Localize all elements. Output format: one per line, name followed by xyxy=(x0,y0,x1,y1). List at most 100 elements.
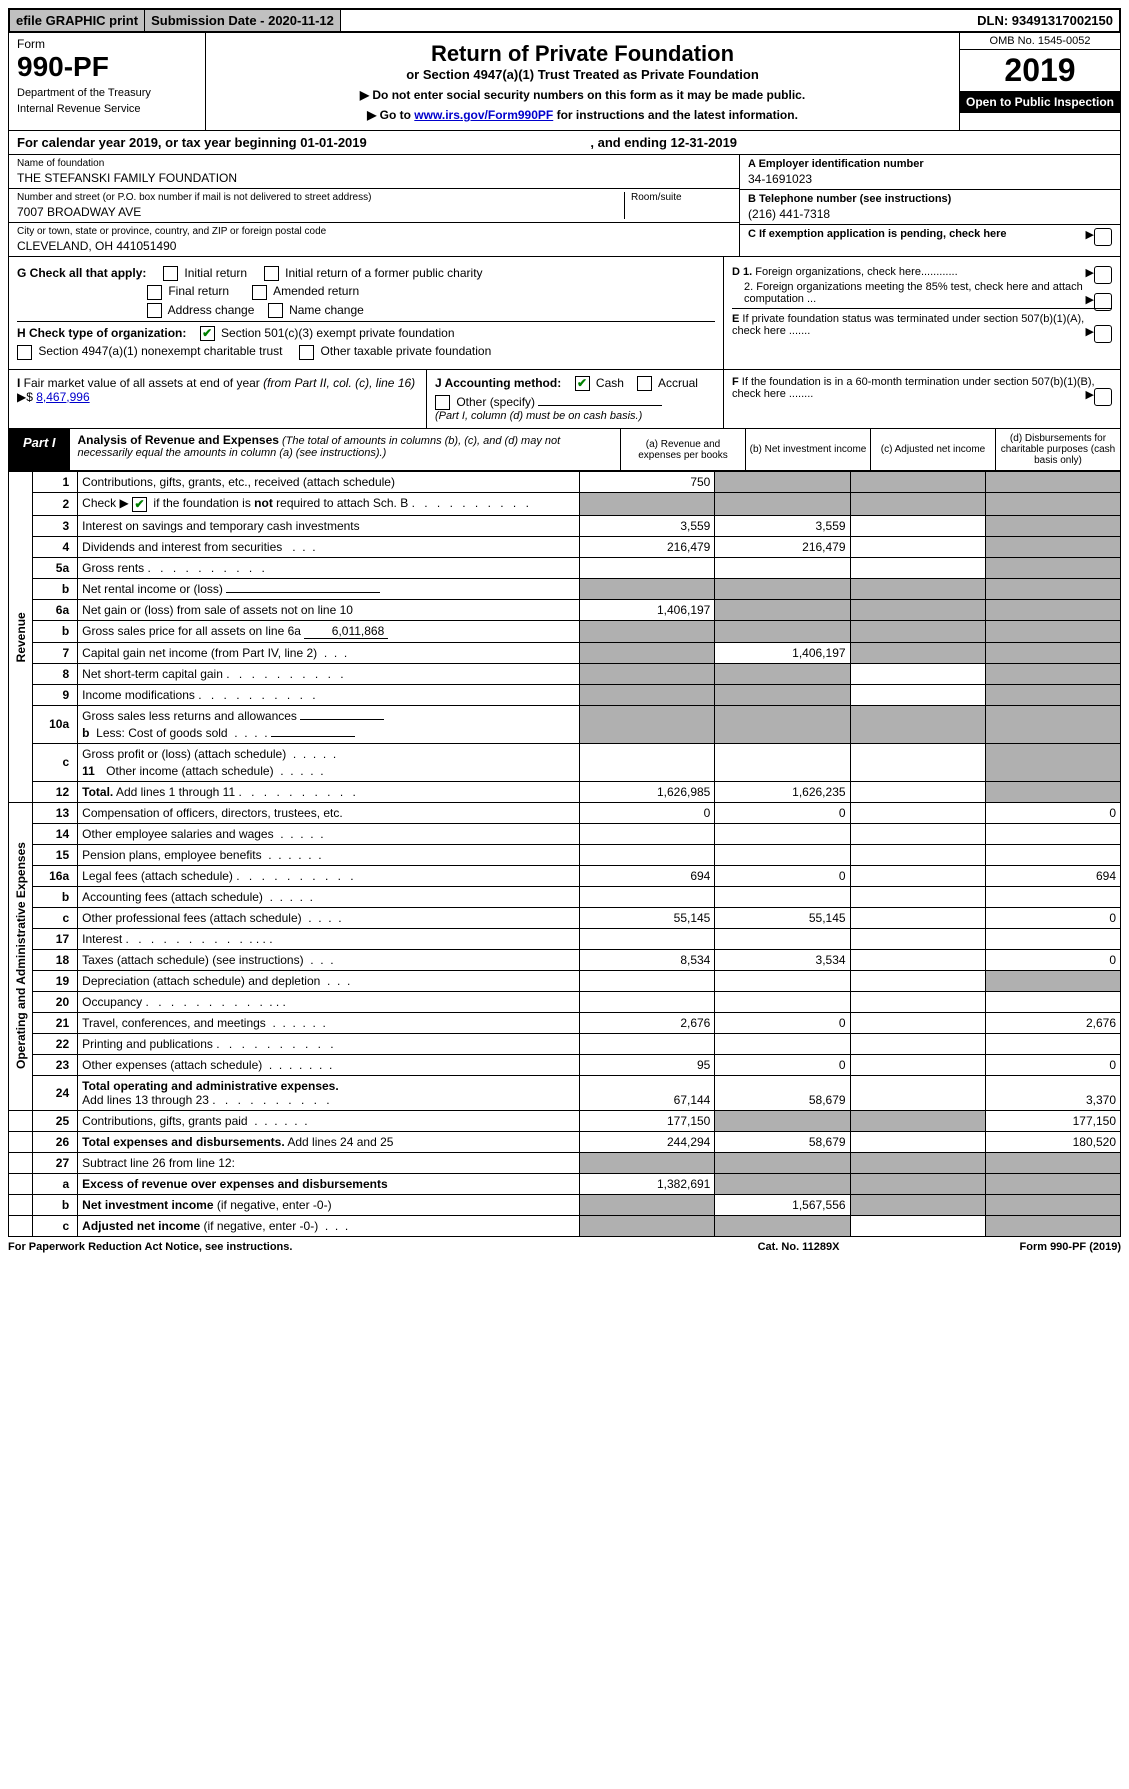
accrual-label: Accrual xyxy=(658,376,698,390)
line-num: 20 xyxy=(33,991,78,1012)
cal-begin: 01-01-2019 xyxy=(300,135,367,150)
line-desc: Gross sales less returns and allowances … xyxy=(78,705,580,743)
name-change-checkbox[interactable] xyxy=(268,303,283,318)
amt-a: 694 xyxy=(580,865,715,886)
h-label: H Check type of organization: xyxy=(17,326,186,340)
cash-checkbox[interactable]: ✔ xyxy=(575,376,590,391)
street-address: 7007 BROADWAY AVE xyxy=(17,205,624,219)
line-desc: Subtract line 26 from line 12: xyxy=(78,1152,580,1173)
accrual-checkbox[interactable] xyxy=(637,376,652,391)
part1-label: Part I xyxy=(9,429,70,470)
f-label: F If the foundation is in a 60-month ter… xyxy=(732,376,1095,400)
table-row: 3 Interest on savings and temporary cash… xyxy=(9,515,1121,536)
amended-label: Amended return xyxy=(273,284,359,298)
amt-d: 0 xyxy=(985,802,1120,823)
irs-link[interactable]: www.irs.gov/Form990PF xyxy=(414,108,553,122)
instr-goto: ▶ Go to www.irs.gov/Form990PF for instru… xyxy=(214,108,951,122)
501c3-checkbox[interactable]: ✔ xyxy=(200,326,215,341)
line-desc: Interest on savings and temporary cash i… xyxy=(78,515,580,536)
line-desc: Dividends and interest from securities .… xyxy=(78,536,580,557)
amt-a: 750 xyxy=(580,472,715,493)
final-return-checkbox[interactable] xyxy=(147,285,162,300)
gross-sales-less-field[interactable] xyxy=(300,719,384,720)
table-row: 7 Capital gain net income (from Part IV,… xyxy=(9,642,1121,663)
amt-a: 67,144 xyxy=(580,1075,715,1110)
telephone: (216) 441-7318 xyxy=(748,207,1112,221)
line-num: 5a xyxy=(33,557,78,578)
line-desc: Travel, conferences, and meetings . . . … xyxy=(78,1012,580,1033)
checks-region: G Check all that apply: Initial return I… xyxy=(8,257,1121,370)
table-row: 26 Total expenses and disbursements. Add… xyxy=(9,1131,1121,1152)
amt-b: 216,479 xyxy=(715,536,850,557)
cal-mid: , and ending xyxy=(590,135,670,150)
line-num: 18 xyxy=(33,949,78,970)
amt-d: 177,150 xyxy=(985,1110,1120,1131)
line-num: 1 xyxy=(33,472,78,493)
line-10b-num: b xyxy=(82,726,89,740)
addr-change-checkbox[interactable] xyxy=(147,303,162,318)
line-desc: Legal fees (attach schedule) xyxy=(78,865,580,886)
line-desc: Gross profit or (loss) (attach schedule)… xyxy=(78,743,580,781)
amt-b: 0 xyxy=(715,1054,850,1075)
amt-a: 177,150 xyxy=(580,1110,715,1131)
other-method-checkbox[interactable] xyxy=(435,395,450,410)
amt-b: 1,406,197 xyxy=(715,642,850,663)
table-row: 27 Subtract line 26 from line 12: xyxy=(9,1152,1121,1173)
room-label: Room/suite xyxy=(631,192,731,203)
name-change-label: Name change xyxy=(289,303,364,317)
form-ref: Form 990-PF (2019) xyxy=(1020,1241,1122,1253)
j-label: J Accounting method: xyxy=(435,376,561,390)
fmv-link[interactable]: 8,467,996 xyxy=(36,390,89,404)
table-row: 19 Depreciation (attach schedule) and de… xyxy=(9,970,1121,991)
line-desc: Income modifications xyxy=(78,684,580,705)
line-num: c xyxy=(33,1215,78,1236)
amt-d: 0 xyxy=(985,1054,1120,1075)
table-row: 5a Gross rents xyxy=(9,557,1121,578)
f-checkbox[interactable] xyxy=(1094,388,1112,406)
line-desc: Total operating and administrative expen… xyxy=(78,1075,580,1110)
c-checkbox[interactable] xyxy=(1094,228,1112,246)
amended-checkbox[interactable] xyxy=(252,285,267,300)
line-num: 10a xyxy=(33,705,78,743)
tel-label: B Telephone number (see instructions) xyxy=(748,193,1112,205)
table-row: 4 Dividends and interest from securities… xyxy=(9,536,1121,557)
4947-checkbox[interactable] xyxy=(17,345,32,360)
line-desc: Adjusted net income (if negative, enter … xyxy=(78,1215,580,1236)
4947-label: Section 4947(a)(1) nonexempt charitable … xyxy=(38,344,282,358)
efile-print-button[interactable]: efile GRAPHIC print xyxy=(10,10,145,31)
d1-checkbox[interactable] xyxy=(1094,266,1112,284)
line-num: 19 xyxy=(33,970,78,991)
amt-b xyxy=(715,472,850,493)
table-row: b Net rental income or (loss) xyxy=(9,578,1121,599)
cogs-field[interactable] xyxy=(271,736,355,737)
j-note: (Part I, column (d) must be on cash basi… xyxy=(435,410,715,422)
initial-return-checkbox[interactable] xyxy=(163,266,178,281)
lower-region: I Fair market value of all assets at end… xyxy=(8,370,1121,430)
line-num: 22 xyxy=(33,1033,78,1054)
line-desc: Contributions, gifts, grants, etc., rece… xyxy=(78,472,580,493)
initial-former-checkbox[interactable] xyxy=(264,266,279,281)
foundation-name: THE STEFANSKI FAMILY FOUNDATION xyxy=(17,171,731,185)
initial-former-label: Initial return of a former public charit… xyxy=(285,266,482,280)
rental-income-field[interactable] xyxy=(226,592,380,593)
e-checkbox[interactable] xyxy=(1094,325,1112,343)
table-row: 18 Taxes (attach schedule) (see instruct… xyxy=(9,949,1121,970)
line-desc: Net investment income (if negative, ente… xyxy=(78,1194,580,1215)
line-desc: Interest . . . . xyxy=(78,928,580,949)
line-num: 25 xyxy=(33,1110,78,1131)
top-bar: efile GRAPHIC print Submission Date - 20… xyxy=(8,8,1121,33)
sch-b-checkbox[interactable]: ✔ xyxy=(132,497,147,512)
d2-checkbox[interactable] xyxy=(1094,293,1112,311)
line-num: 16a xyxy=(33,865,78,886)
city-label: City or town, state or province, country… xyxy=(17,226,731,237)
instr-goto-pre: ▶ Go to xyxy=(367,108,414,122)
amt-a: 8,534 xyxy=(580,949,715,970)
other-taxable-checkbox[interactable] xyxy=(299,345,314,360)
table-row: 10a Gross sales less returns and allowan… xyxy=(9,705,1121,743)
dln: DLN: 93491317002150 xyxy=(971,10,1119,31)
expenses-label: Operating and Administrative Expenses xyxy=(9,802,33,1110)
line-num: 15 xyxy=(33,844,78,865)
amt-b: 58,679 xyxy=(715,1131,850,1152)
line-desc: Taxes (attach schedule) (see instruction… xyxy=(78,949,580,970)
other-method-field[interactable] xyxy=(538,405,662,406)
